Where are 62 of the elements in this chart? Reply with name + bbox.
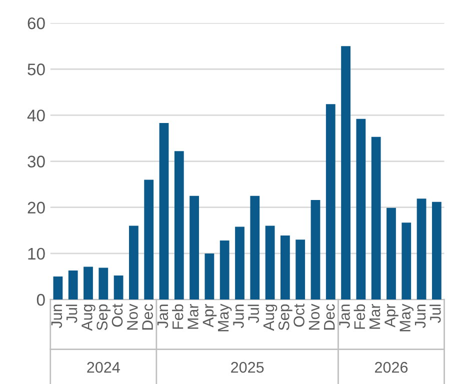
bar bbox=[402, 222, 412, 300]
bar bbox=[220, 240, 230, 300]
y-tick-label: 50 bbox=[28, 64, 45, 76]
bar bbox=[250, 196, 260, 300]
x-tick-label: May bbox=[400, 304, 414, 332]
bar bbox=[174, 151, 184, 300]
x-tick-label: Jun bbox=[233, 304, 244, 328]
x-tick-label: Dec bbox=[324, 304, 335, 330]
x-tick-label: Aug bbox=[263, 304, 278, 331]
y-tick-label: 30 bbox=[28, 156, 45, 168]
x-tick-label: Oct bbox=[294, 304, 304, 327]
x-tick-label: Jun bbox=[51, 304, 62, 328]
x-tick-label: Sep bbox=[96, 304, 111, 330]
y-tick-label: 0 bbox=[36, 294, 45, 306]
x-tick-label: Jan bbox=[157, 304, 168, 328]
bar bbox=[144, 180, 154, 300]
bar bbox=[68, 270, 78, 300]
x-tick-label: Feb bbox=[354, 304, 366, 329]
x-tick-label: Mar bbox=[370, 304, 380, 329]
x-tick-label: Jan bbox=[339, 304, 350, 328]
bar bbox=[235, 226, 244, 300]
bar bbox=[341, 46, 350, 300]
x-tick-label: Feb bbox=[172, 304, 184, 329]
x-tick-label: May bbox=[218, 304, 232, 332]
x-tick-label: Apr bbox=[202, 304, 217, 328]
y-tick-label: 10 bbox=[28, 248, 45, 260]
bar bbox=[280, 235, 290, 300]
x-tick-label: Dec bbox=[142, 304, 153, 330]
x-tick-label: Jul bbox=[430, 304, 441, 323]
bar bbox=[190, 196, 199, 300]
x-tick-label: Nov bbox=[308, 304, 320, 330]
y-tick-label: 20 bbox=[28, 202, 45, 214]
x-tick-label: Jul bbox=[66, 304, 78, 323]
bar bbox=[53, 276, 63, 300]
bar bbox=[204, 253, 214, 300]
bar bbox=[371, 136, 381, 300]
bar bbox=[296, 240, 306, 300]
x-tick-label: Oct bbox=[112, 304, 123, 327]
bar bbox=[432, 202, 442, 300]
x-tick-label: Apr bbox=[384, 304, 398, 328]
text: 2024 bbox=[87, 362, 120, 373]
bar bbox=[386, 208, 396, 300]
bar bbox=[265, 226, 275, 300]
text: 2025 bbox=[231, 362, 264, 373]
bar bbox=[84, 266, 93, 300]
bar bbox=[114, 276, 124, 300]
x-tick-label: Sep bbox=[278, 304, 292, 330]
text: 2026 bbox=[375, 362, 408, 373]
bar bbox=[98, 268, 108, 300]
x-tick-label: Jul bbox=[248, 304, 259, 323]
bar bbox=[159, 123, 169, 300]
x-tick-label: Nov bbox=[127, 304, 138, 330]
y-tick-label: 40 bbox=[27, 110, 45, 122]
bar bbox=[310, 200, 320, 300]
bar bbox=[129, 226, 138, 300]
x-tick-label: Aug bbox=[82, 304, 96, 331]
bar bbox=[326, 104, 336, 300]
bar bbox=[356, 118, 366, 300]
x-tick-label: Mar bbox=[188, 304, 198, 329]
bar bbox=[416, 198, 426, 300]
x-tick-label: Jun bbox=[414, 304, 426, 328]
y-tick-label: 60 bbox=[28, 17, 45, 30]
